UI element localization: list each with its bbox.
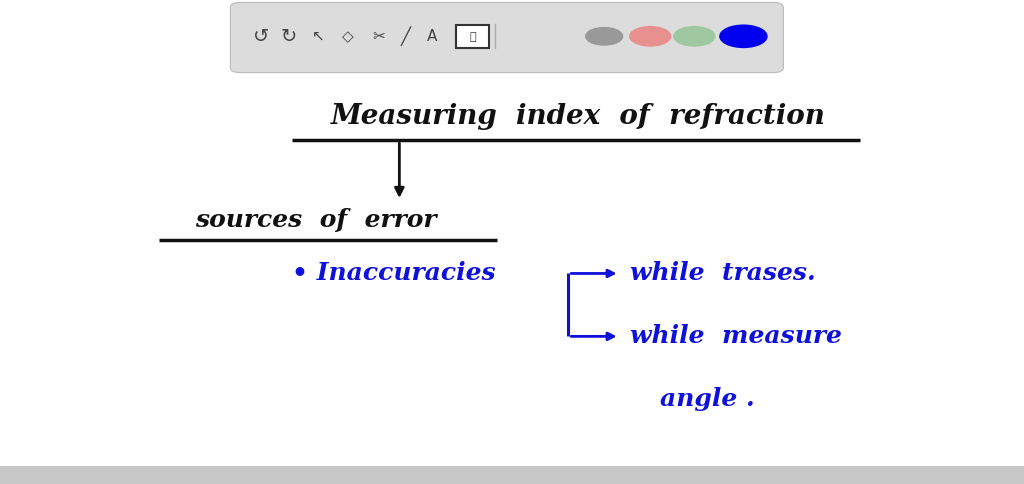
FancyBboxPatch shape [456,25,489,48]
FancyBboxPatch shape [230,2,783,73]
Text: while  measure: while measure [630,324,842,348]
Circle shape [586,28,623,45]
Text: ↻: ↻ [281,27,297,46]
Text: Measuring  index  of  refraction: Measuring index of refraction [331,103,826,130]
Text: ↖: ↖ [312,29,325,44]
Text: ⛰: ⛰ [470,32,476,42]
Circle shape [630,27,671,46]
Text: ✂: ✂ [373,29,385,44]
Bar [0,466,1024,484]
Text: ◇: ◇ [342,29,354,44]
Text: • Inaccuracies: • Inaccuracies [292,261,496,286]
Text: angle .: angle . [660,387,756,411]
Circle shape [720,25,767,47]
Text: ↺: ↺ [253,27,269,46]
Circle shape [674,27,715,46]
Text: A: A [427,29,437,44]
Text: while  trases.: while trases. [630,261,815,286]
Text: sources  of  error: sources of error [195,208,436,232]
Text: ╱: ╱ [400,26,411,46]
